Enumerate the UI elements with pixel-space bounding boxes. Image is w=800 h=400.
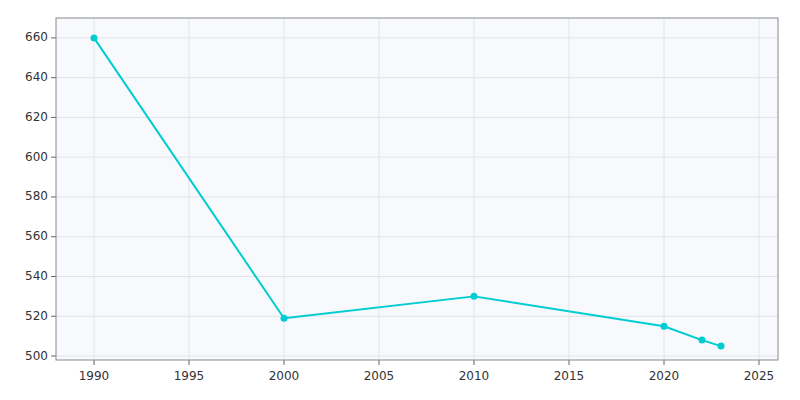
x-tick xyxy=(189,360,190,365)
point xyxy=(91,34,98,41)
x-tick xyxy=(759,360,760,365)
y-tick-label: 660 xyxy=(25,30,48,44)
point xyxy=(471,293,478,300)
point xyxy=(281,315,288,322)
y-tick-label: 620 xyxy=(25,110,48,124)
x-grid-line xyxy=(759,18,760,360)
y-tick xyxy=(51,157,56,158)
y-tick xyxy=(51,236,56,237)
x-grid-line xyxy=(569,18,570,360)
y-tick xyxy=(51,117,56,118)
series xyxy=(91,34,725,349)
x-grid-line xyxy=(474,18,475,360)
y-grid-line xyxy=(56,37,778,38)
x-grid-line xyxy=(379,18,380,360)
x-grid-line xyxy=(284,18,285,360)
y-grid-line xyxy=(56,276,778,277)
y-tick-label: 500 xyxy=(25,349,48,363)
y-tick-label: 560 xyxy=(25,229,48,243)
y-grid-line xyxy=(56,356,778,357)
y-tick-label: 640 xyxy=(25,70,48,84)
plot-frame xyxy=(56,18,778,360)
grid xyxy=(56,18,778,360)
y-grid-line xyxy=(56,196,778,197)
x-tick-label: 2015 xyxy=(554,369,585,383)
point xyxy=(699,337,706,344)
y-tick-label: 580 xyxy=(25,189,48,203)
y-tick xyxy=(51,196,56,197)
y-grid-line xyxy=(56,117,778,118)
x-tick xyxy=(569,360,570,365)
x-tick-label: 1990 xyxy=(79,369,110,383)
x-tick-label: 2000 xyxy=(269,369,300,383)
x-tick-label: 2005 xyxy=(364,369,395,383)
x-tick-label: 2025 xyxy=(744,369,775,383)
x-tick-label: 2020 xyxy=(649,369,680,383)
y-tick xyxy=(51,356,56,357)
chart-container: 500 520 540 560 580 600 620 640 660 1990 1995 2000 2… xyxy=(0,0,800,400)
y-tick xyxy=(51,37,56,38)
y-grid-line xyxy=(56,236,778,237)
x-tick-label: 1995 xyxy=(174,369,205,383)
chart-svg: 500 520 540 560 580 600 620 640 660 1990 1995 2000 2… xyxy=(0,0,800,400)
x-tick xyxy=(379,360,380,365)
y-tick xyxy=(51,77,56,78)
point xyxy=(661,323,668,330)
point xyxy=(718,343,725,350)
plot-background xyxy=(56,18,778,360)
line xyxy=(94,38,721,346)
y-grid-line xyxy=(56,157,778,158)
y-tick-label: 540 xyxy=(25,269,48,283)
x-grid-line xyxy=(94,18,95,360)
y-grid-line xyxy=(56,77,778,78)
x-tick xyxy=(474,360,475,365)
x-grid-line xyxy=(189,18,190,360)
x-tick xyxy=(94,360,95,365)
x-tick xyxy=(664,360,665,365)
y-grid-line xyxy=(56,316,778,317)
x-grid-line xyxy=(664,18,665,360)
y-tick-label: 520 xyxy=(25,309,48,323)
x-tick-label: 2010 xyxy=(459,369,490,383)
y-tick xyxy=(51,276,56,277)
x-tick xyxy=(284,360,285,365)
y-tick-label: 600 xyxy=(25,150,48,164)
y-tick xyxy=(51,316,56,317)
